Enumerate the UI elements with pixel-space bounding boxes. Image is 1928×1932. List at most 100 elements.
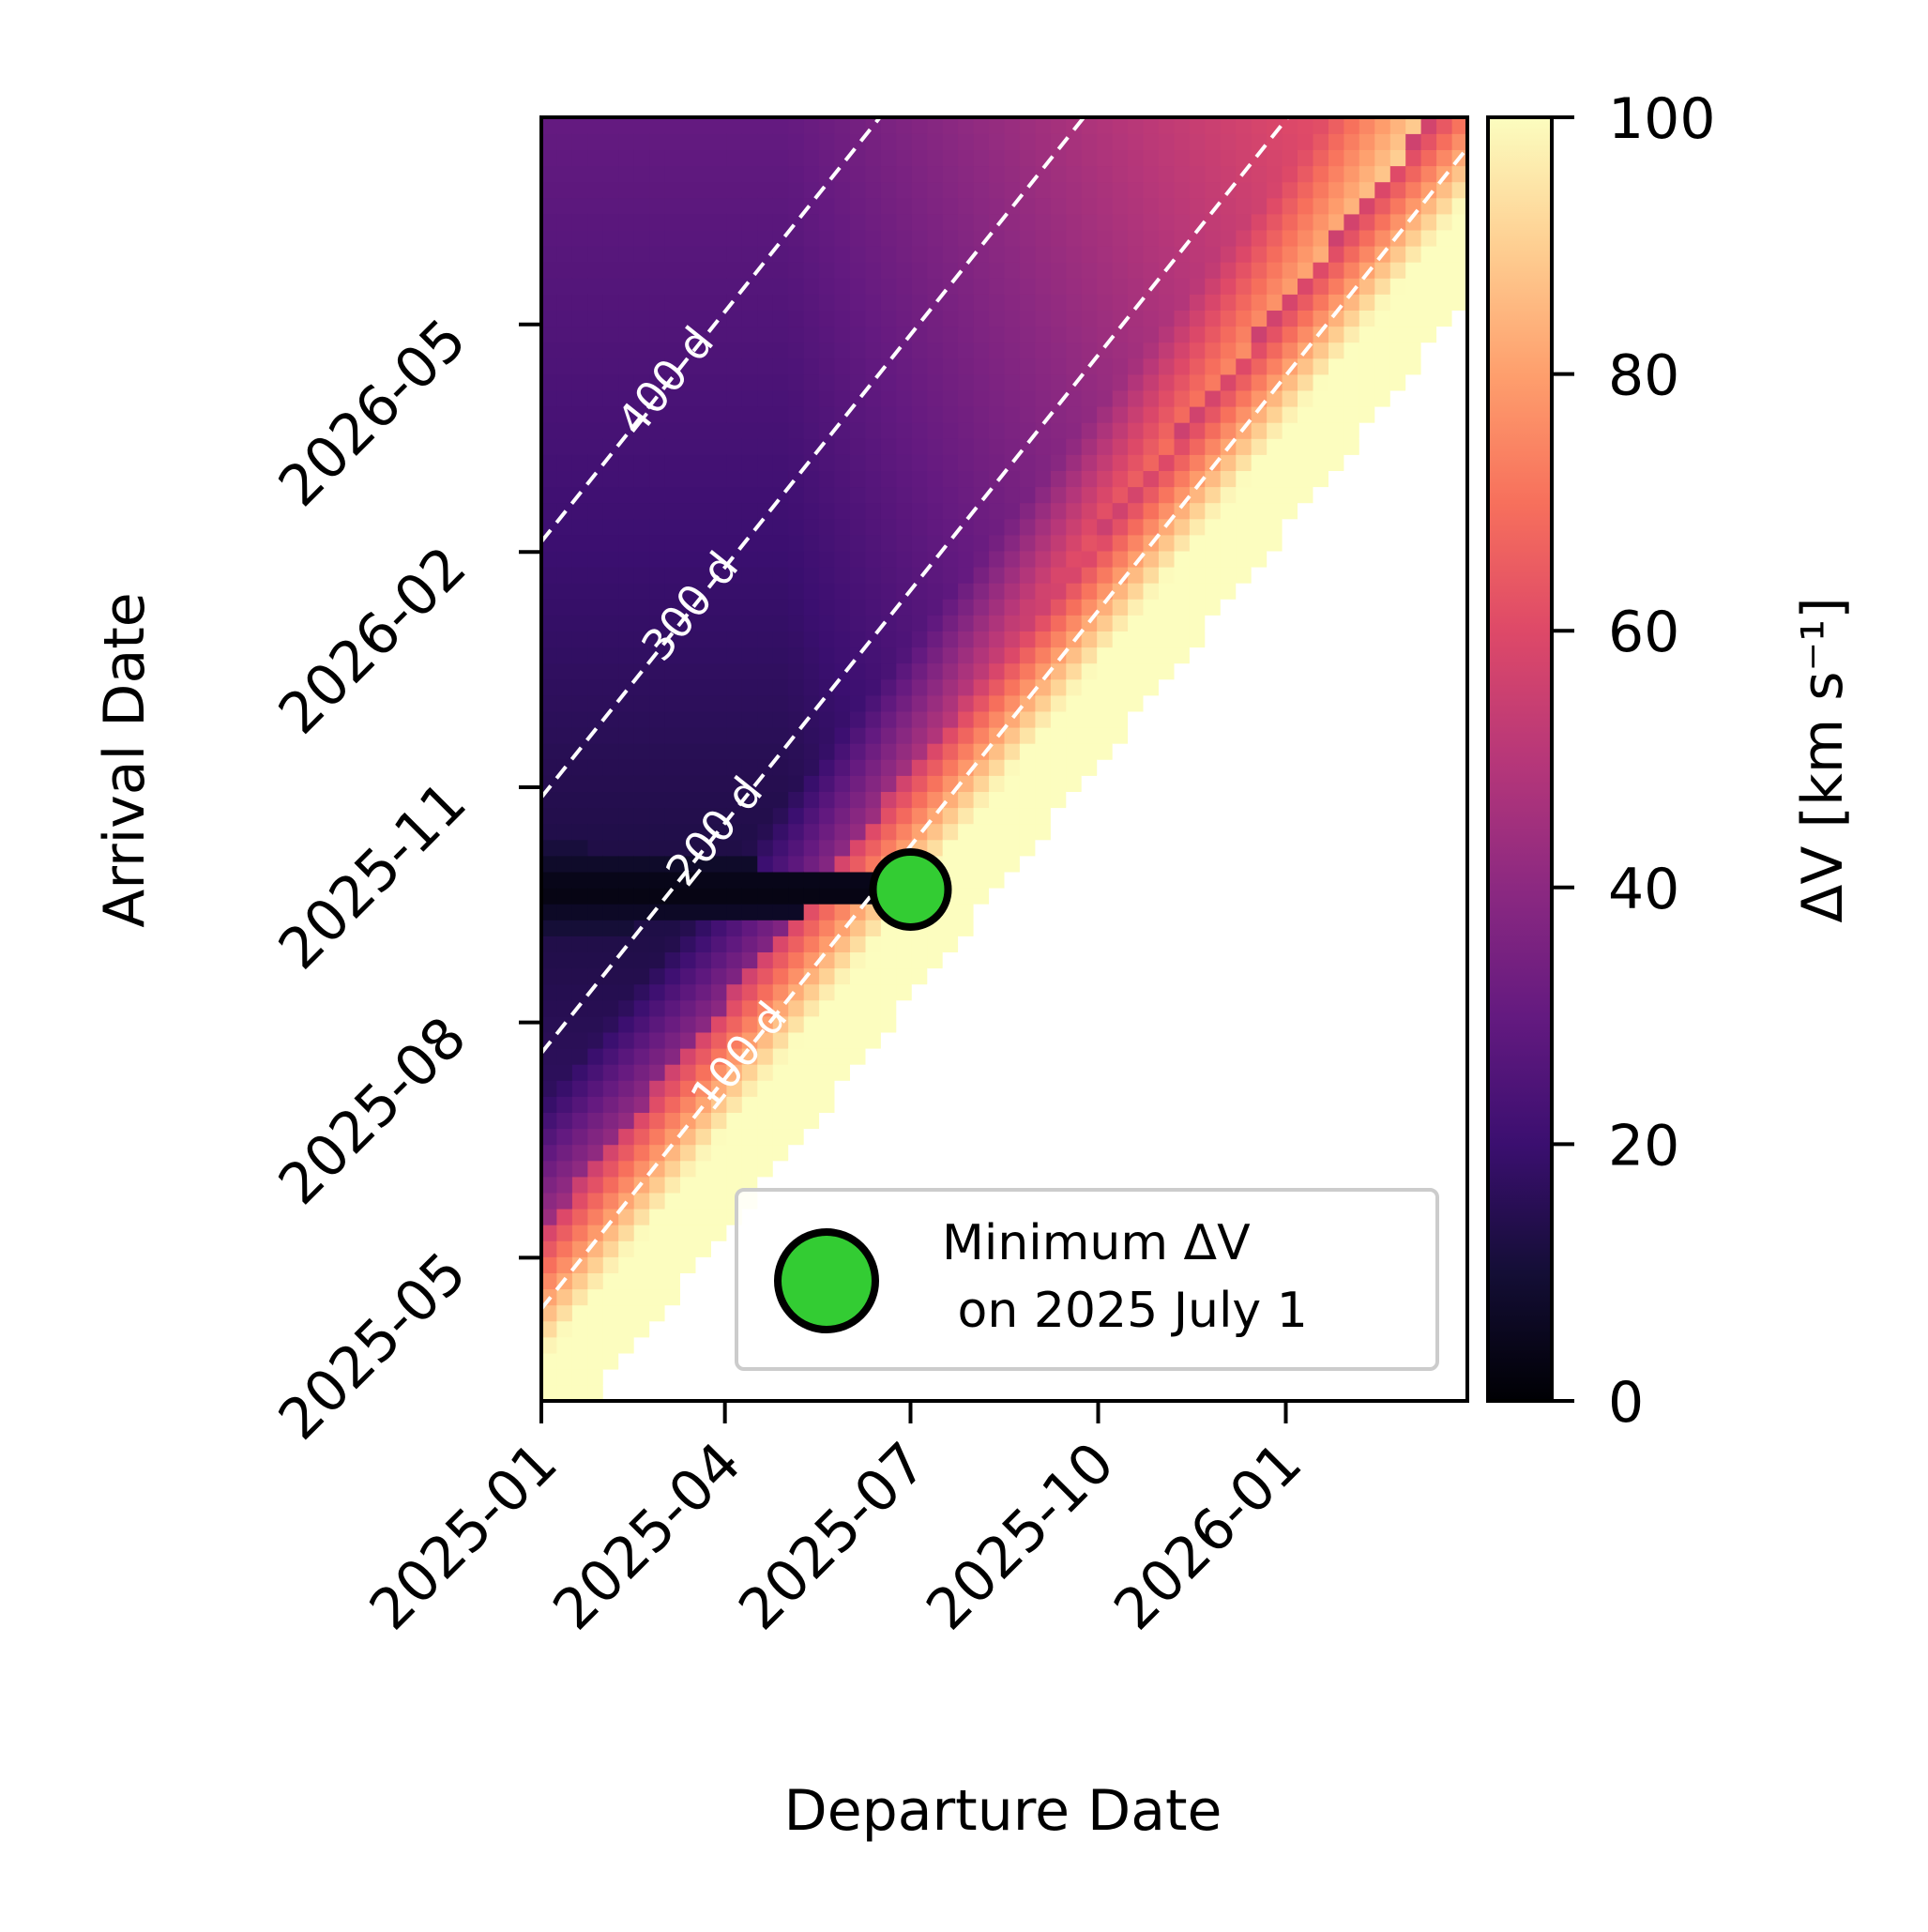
- heatmap-cell: [803, 742, 820, 760]
- heatmap-cell: [1374, 566, 1391, 584]
- heatmap-cell: [1359, 245, 1376, 263]
- heatmap-cell: [1328, 470, 1345, 488]
- heatmap-cell: [680, 1096, 697, 1113]
- heatmap-cell: [618, 1384, 635, 1401]
- heatmap-cell: [1298, 791, 1314, 809]
- heatmap-cell: [1189, 294, 1207, 311]
- heatmap-cell: [1205, 438, 1222, 455]
- heatmap-cell: [602, 726, 620, 744]
- heatmap-cell: [1159, 1096, 1176, 1113]
- heatmap-cell: [958, 438, 975, 455]
- heatmap-cell: [803, 310, 820, 327]
- heatmap-cell: [1019, 823, 1037, 841]
- heatmap-cell: [664, 1368, 681, 1386]
- y-tick-label: 2026-05: [266, 307, 479, 520]
- heatmap-cell: [1313, 647, 1329, 664]
- heatmap-cell: [1313, 197, 1329, 215]
- heatmap-cell: [865, 662, 882, 680]
- heatmap-cell: [1143, 759, 1160, 776]
- heatmap-cell: [927, 1096, 944, 1113]
- heatmap-cell: [1451, 454, 1467, 471]
- heatmap-cell: [541, 165, 558, 183]
- heatmap-cell: [1035, 1015, 1052, 1033]
- heatmap-cell: [1451, 438, 1467, 455]
- heatmap-cell: [541, 245, 558, 263]
- heatmap-cell: [1019, 742, 1037, 760]
- heatmap-cell: [1081, 550, 1098, 568]
- heatmap-cell: [973, 999, 990, 1017]
- heatmap-cell: [1019, 213, 1037, 231]
- heatmap-cell: [880, 631, 898, 648]
- heatmap-cell: [1112, 326, 1129, 343]
- heatmap-cell: [1344, 117, 1360, 134]
- heatmap-cell: [618, 117, 635, 134]
- heatmap-cell: [1436, 1368, 1453, 1386]
- heatmap-cell: [618, 1128, 635, 1146]
- heatmap-cell: [942, 310, 959, 327]
- heatmap-cell: [803, 615, 820, 631]
- heatmap-cell: [1128, 1063, 1145, 1081]
- heatmap-cell: [1205, 678, 1222, 696]
- heatmap-cell: [1050, 373, 1068, 391]
- heatmap-cell: [664, 326, 681, 343]
- heatmap-cell: [602, 1320, 620, 1338]
- heatmap-cell: [680, 1352, 697, 1370]
- heatmap-cell: [1328, 294, 1345, 311]
- heatmap-cell: [726, 599, 743, 616]
- heatmap-cell: [587, 1352, 604, 1370]
- heatmap-cell: [726, 823, 743, 841]
- heatmap-cell: [1267, 421, 1283, 439]
- heatmap-cell: [1374, 710, 1391, 728]
- heatmap-cell: [541, 647, 558, 664]
- heatmap-cell: [695, 229, 712, 247]
- heatmap-cell: [1267, 405, 1283, 423]
- heatmap-cell: [1236, 534, 1252, 552]
- heatmap-cell: [1420, 1080, 1437, 1097]
- heatmap-cell: [571, 213, 589, 231]
- heatmap-cell: [556, 213, 573, 231]
- heatmap-cell: [726, 1015, 743, 1033]
- heatmap-cell: [664, 983, 681, 1001]
- heatmap-cell: [1328, 261, 1345, 279]
- heatmap-cell: [927, 197, 944, 215]
- heatmap-cell: [896, 726, 913, 744]
- heatmap-cell: [896, 694, 913, 712]
- heatmap-cell: [1420, 357, 1437, 375]
- heatmap-cell: [587, 149, 604, 167]
- heatmap-cell: [1374, 631, 1391, 648]
- heatmap-cell: [865, 294, 882, 311]
- heatmap-cell: [695, 807, 712, 825]
- heatmap-cell: [571, 839, 589, 857]
- heatmap-cell: [942, 261, 959, 279]
- heatmap-cell: [788, 389, 805, 407]
- heatmap-cell: [896, 470, 913, 488]
- heatmap-cell: [1004, 389, 1021, 407]
- heatmap-cell: [1019, 438, 1037, 455]
- heatmap-cell: [1389, 518, 1407, 536]
- heatmap-cell: [834, 1128, 851, 1146]
- heatmap-cell: [1128, 229, 1145, 247]
- heatmap-cell: [1066, 181, 1083, 199]
- heatmap-cell: [1035, 582, 1052, 600]
- heatmap-cell: [973, 405, 990, 423]
- heatmap-cell: [1081, 1384, 1098, 1401]
- heatmap-cell: [711, 229, 728, 247]
- heatmap: [541, 117, 1467, 1401]
- heatmap-cell: [819, 903, 836, 920]
- heatmap-cell: [1344, 582, 1360, 600]
- heatmap-cell: [819, 1015, 836, 1033]
- heatmap-cell: [1267, 1128, 1283, 1146]
- heatmap-cell: [680, 1176, 697, 1194]
- heatmap-cell: [880, 1384, 898, 1401]
- heatmap-cell: [741, 229, 759, 247]
- heatmap-cell: [1282, 261, 1298, 279]
- heatmap-cell: [1220, 710, 1237, 728]
- heatmap-cell: [1035, 502, 1052, 520]
- heatmap-cell: [618, 1015, 635, 1033]
- heatmap-cell: [942, 582, 959, 600]
- heatmap-cell: [1451, 920, 1467, 936]
- heatmap-cell: [1081, 582, 1098, 600]
- heatmap-cell: [1298, 454, 1314, 471]
- heatmap-cell: [649, 920, 666, 936]
- heatmap-cell: [1174, 999, 1191, 1017]
